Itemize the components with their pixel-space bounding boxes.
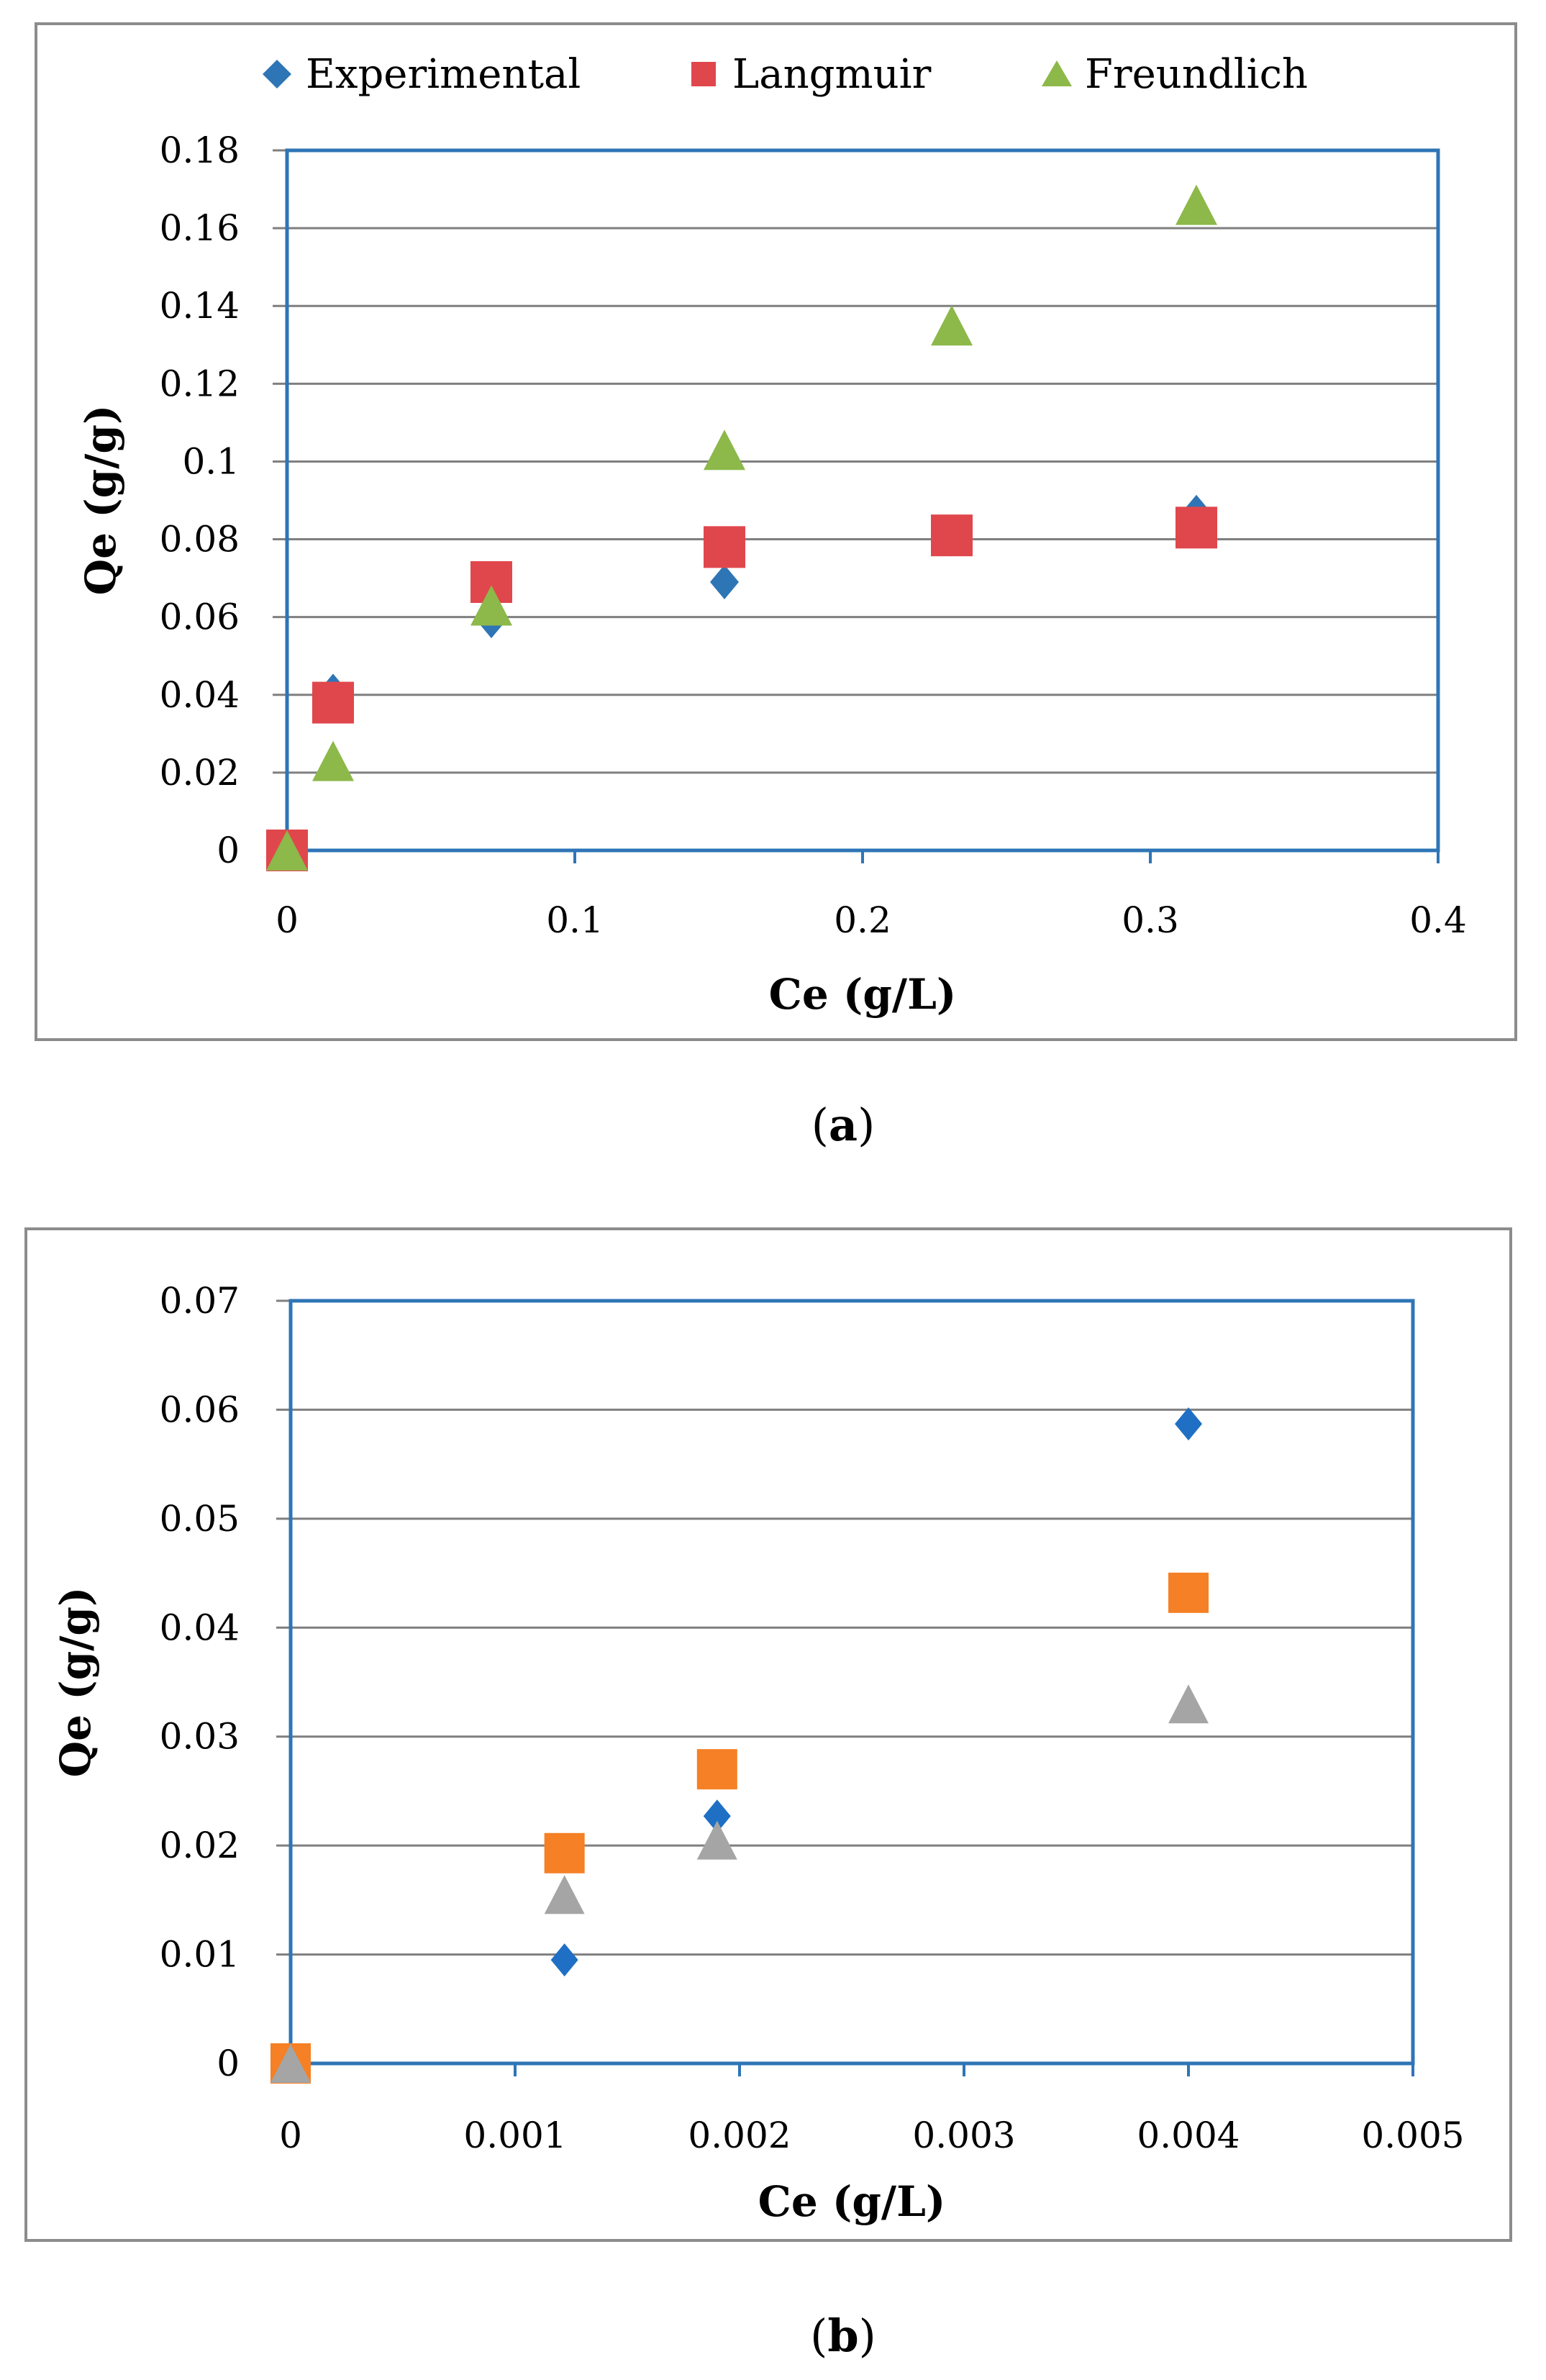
chart-b-plot-area-border: [288, 1299, 1415, 2066]
legend-marker-square-icon: [691, 62, 716, 86]
legend-label-langmuir: Langmuir: [732, 51, 932, 98]
data-point-freundlich: [312, 740, 354, 781]
chart-a: 0 0.02 0.04 0.06 0.08 0.1 0.12 0.14 0.16 0.18 0 0.1…: [35, 22, 1517, 1041]
data-point-experimental: [1175, 1407, 1202, 1441]
chart-a-tick-labels: 0 0.02 0.04 0.06 0.08 0.1 0.12 0.14 0.16 0.18 0 0.1…: [160, 130, 1467, 941]
legend-item-freundlich: Freundlich: [1042, 51, 1308, 98]
data-point-experimental: [550, 1943, 578, 1977]
y-tick-label: 0.14: [160, 285, 240, 327]
chart-a-frame: [35, 22, 1517, 1041]
chart-b-gridlines: [276, 1299, 1414, 2076]
x-tick-label: 0.003: [912, 2115, 1015, 2156]
data-point-langmuir: [312, 681, 354, 724]
y-tick-label: 0.04: [160, 1607, 240, 1648]
x-tick-label: 0.4: [1409, 899, 1467, 941]
data-point-freundlich: [544, 1875, 585, 1915]
chart-b-data-points: [270, 1407, 1209, 2084]
legend-marker-diamond-icon: [263, 60, 291, 88]
x-tick-label: 0.2: [834, 899, 891, 941]
x-tick-label: 0.3: [1122, 899, 1179, 941]
data-point-langmuir: [704, 526, 745, 568]
data-point-freundlich: [1168, 1684, 1209, 1724]
data-point-freundlich: [266, 830, 308, 871]
y-tick-label: 0.16: [160, 207, 240, 249]
y-tick-label: 0.12: [160, 363, 240, 404]
x-tick-label: 0.001: [463, 2115, 566, 2156]
y-tick-label: 0.05: [160, 1498, 240, 1540]
legend-item-experimental: Experimental: [263, 51, 581, 98]
data-point-langmuir: [1176, 507, 1217, 549]
y-tick-label: 0.08: [160, 519, 240, 560]
data-point-langmuir: [696, 1749, 737, 1790]
caption-a: (a): [811, 1099, 876, 1151]
legend-item-langmuir: Langmuir: [691, 51, 932, 98]
chart-a-y-axis-title: Qe (g/g): [76, 405, 125, 596]
y-tick-label: 0.02: [160, 752, 240, 794]
y-tick-label: 0.01: [160, 1934, 240, 1976]
y-tick-label: 0: [217, 830, 240, 871]
x-tick-label: 0.1: [546, 899, 604, 941]
y-tick-label: 0: [217, 2043, 240, 2084]
y-tick-label: 0.06: [160, 596, 240, 638]
x-tick-label: 0: [276, 899, 299, 941]
chart-b-x-axis-title: Ce (g/L): [758, 2177, 946, 2226]
x-tick-label: 0.004: [1137, 2115, 1240, 2156]
caption-b: (b): [810, 2309, 876, 2362]
data-point-experimental: [710, 565, 739, 600]
x-tick-label: 0.002: [688, 2115, 791, 2156]
y-tick-label: 0.06: [160, 1389, 240, 1430]
y-tick-label: 0.1: [182, 440, 240, 482]
legend-label-freundlich: Freundlich: [1085, 51, 1308, 98]
data-point-freundlich: [704, 430, 745, 471]
data-point-freundlich: [1176, 184, 1217, 225]
chart-b-frame: [24, 1227, 1512, 2242]
y-tick-label: 0.18: [160, 130, 240, 171]
chart-a-plot-area-border: [285, 148, 1440, 853]
data-point-langmuir: [544, 1832, 585, 1873]
data-point-experimental: [703, 1799, 731, 1833]
chart-a-x-axis-title: Ce (g/L): [769, 970, 957, 1019]
y-tick-label: 0.02: [160, 1825, 240, 1866]
chart-b-tick-labels: 0 0.01 0.02 0.03 0.04 0.05 0.06 0.07 0 0.001 0.002…: [160, 1280, 1465, 2156]
chart-a-data-points: [266, 184, 1217, 871]
data-point-langmuir: [1168, 1572, 1209, 1613]
x-tick-label: 0.005: [1361, 2115, 1464, 2156]
chart-b: 0 0.01 0.02 0.03 0.04 0.05 0.06 0.07 0 0.001 0.002…: [24, 1227, 1512, 2242]
data-point-langmuir: [931, 514, 973, 557]
x-tick-label: 0: [279, 2115, 302, 2156]
data-point-freundlich: [696, 1820, 737, 1860]
y-tick-label: 0.07: [160, 1280, 240, 1322]
legend-marker-triangle-icon: [1042, 60, 1072, 86]
chart-b-y-axis-title: Qe (g/g): [51, 1587, 100, 1778]
chart-a-legend: Experimental Langmuir Freundlich: [263, 51, 1308, 98]
data-point-freundlich: [470, 585, 512, 626]
y-tick-label: 0.03: [160, 1716, 240, 1758]
legend-label-experimental: Experimental: [306, 51, 581, 98]
y-tick-label: 0.04: [160, 674, 240, 716]
data-point-freundlich: [931, 305, 973, 346]
data-point-freundlich: [270, 2044, 311, 2083]
